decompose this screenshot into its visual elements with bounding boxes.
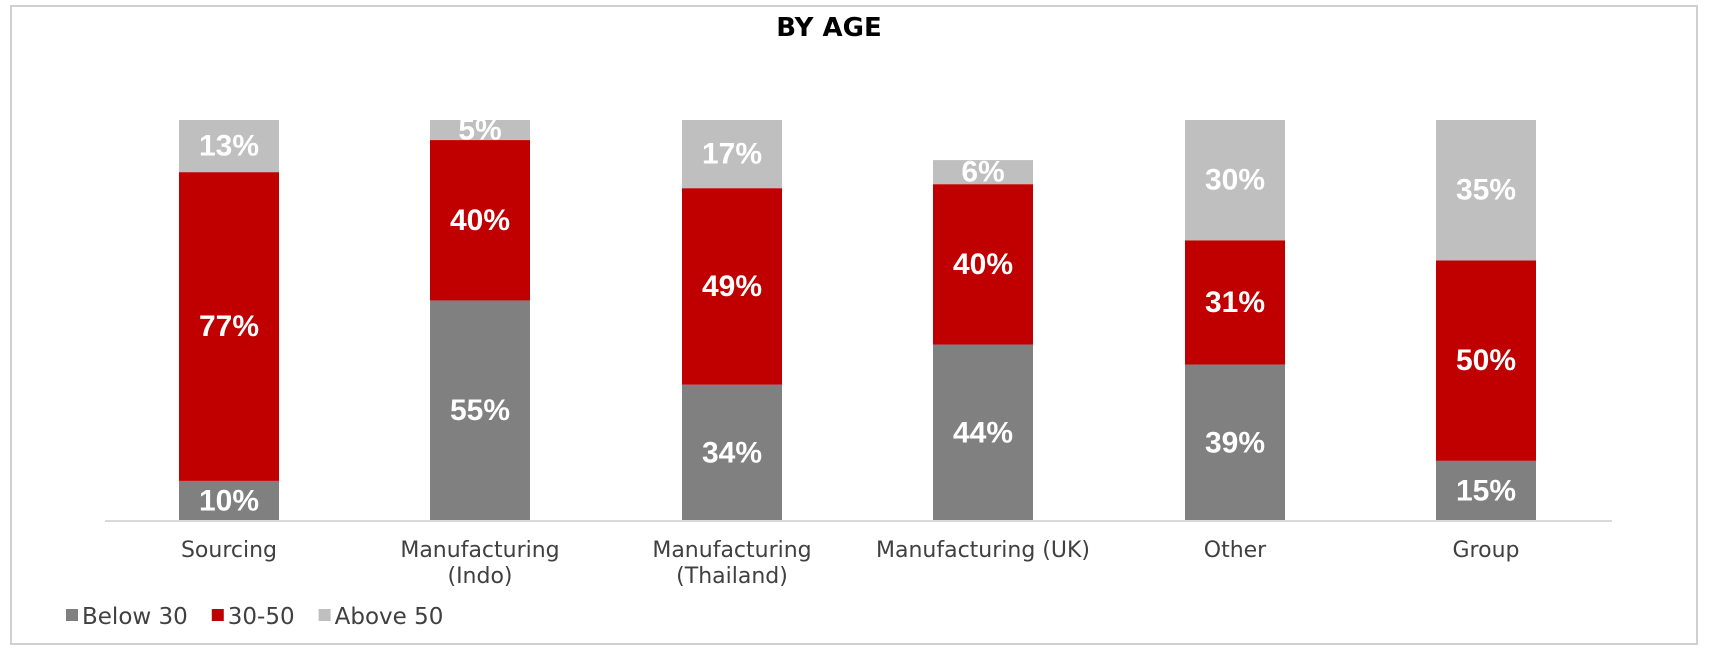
legend-swatch	[318, 609, 331, 621]
bar-segment	[179, 172, 279, 481]
data-label: 44%	[953, 416, 1013, 449]
bar-segment	[430, 120, 530, 141]
category-label: Group	[1453, 538, 1520, 563]
legend-label: Below 30	[82, 604, 188, 630]
bar-segment	[430, 140, 530, 301]
data-label: 17%	[702, 138, 762, 171]
bar-segment	[1436, 260, 1536, 461]
data-label: 50%	[1456, 344, 1516, 377]
bar-segment	[682, 384, 782, 521]
bar-segment	[933, 160, 1033, 185]
legend: Below 30 30-50 Above 50	[66, 604, 443, 630]
bar-segment	[430, 300, 530, 521]
category-label: (Indo)	[447, 564, 512, 589]
data-label: 40%	[953, 248, 1013, 281]
legend-label: Above 50	[335, 604, 444, 630]
chart-title: BY AGE	[776, 13, 882, 43]
data-label: 55%	[450, 394, 510, 427]
chart-frame	[10, 5, 1698, 645]
value-labels-group: 10% 77% 13% 55% 40% 5% 34% 49% 17% 44% 40% 6% 39% 31%…	[199, 114, 1516, 518]
data-label: 40%	[450, 204, 510, 237]
bar-segment	[933, 184, 1033, 345]
data-label: 39%	[1205, 426, 1265, 459]
data-label: 77%	[199, 310, 259, 343]
category-label: Manufacturing	[400, 538, 559, 563]
category-label: Manufacturing (UK)	[876, 538, 1090, 563]
data-label: 6%	[961, 156, 1004, 189]
data-label: 35%	[1456, 174, 1516, 207]
bar-segment	[1185, 364, 1285, 521]
bar-segment	[1185, 120, 1285, 241]
bar-segment	[179, 120, 279, 173]
data-label: 10%	[199, 484, 259, 517]
category-label: Sourcing	[181, 538, 277, 563]
bar-segment	[682, 188, 782, 385]
legend-swatch	[66, 609, 78, 621]
data-label: 15%	[1456, 474, 1516, 507]
legend-swatch	[211, 609, 224, 621]
data-label: 5%	[458, 114, 501, 147]
bar-segment	[1436, 120, 1536, 261]
category-labels-group: Sourcing Manufacturing(Indo)Manufacturing…	[181, 538, 1520, 589]
category-label: Other	[1204, 538, 1267, 563]
data-label: 13%	[199, 130, 259, 163]
bar-segment	[933, 344, 1033, 521]
data-label: 34%	[702, 436, 762, 469]
bar-segment	[1185, 240, 1285, 365]
legend-label: 30-50	[228, 604, 295, 630]
data-label: 49%	[702, 270, 762, 303]
bars-group	[179, 120, 1536, 521]
data-label: 30%	[1205, 164, 1265, 197]
bar-segment	[682, 120, 782, 189]
bar-segment	[1436, 460, 1536, 521]
category-label: Manufacturing	[652, 538, 811, 563]
bar-segment	[179, 480, 279, 521]
data-label: 31%	[1205, 286, 1265, 319]
category-label: (Thailand)	[676, 564, 788, 589]
